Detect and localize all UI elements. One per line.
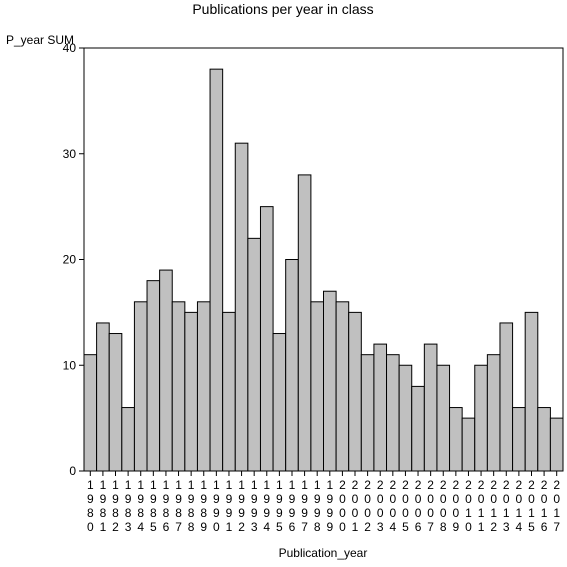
- x-axis-ticks: 1 9 8 0 1 9 8 1 1 9 8 2 1 9 8 3 1 9 8 4 1 9 8 5 1 9 8 6 1 9 8 7 1 9 8 8 1 9 8 9…: [87, 471, 560, 534]
- bar-1987: [171, 301, 186, 472]
- bar-1982: [108, 333, 123, 472]
- y-tick-label: 10: [63, 358, 77, 372]
- bar-1986: [159, 269, 173, 472]
- bar-1989: [196, 301, 211, 472]
- bar-2006: [411, 385, 425, 472]
- bar-2010: [461, 417, 476, 472]
- bar-2014: [512, 407, 526, 472]
- bar-2003: [373, 343, 388, 472]
- bar-2016: [537, 407, 551, 472]
- bar-1981: [96, 322, 110, 472]
- bar-1983: [121, 407, 135, 472]
- y-tick-label: 30: [63, 147, 77, 161]
- bar-2017: [549, 417, 564, 472]
- bar-1985: [146, 280, 161, 472]
- bar-2004: [386, 354, 400, 472]
- bar-1997: [297, 174, 312, 472]
- x-axis-label: Publication_year: [279, 546, 368, 560]
- bar-2009: [449, 407, 463, 472]
- bar-1994: [259, 206, 274, 472]
- bar-1991: [222, 311, 236, 472]
- bar-1984: [133, 301, 148, 472]
- bars-group: [83, 68, 564, 472]
- bar-1980: [83, 354, 98, 472]
- bar-1999: [323, 290, 337, 472]
- bar-2000: [335, 301, 350, 472]
- bar-2001: [348, 311, 362, 472]
- y-tick-label: 0: [69, 464, 76, 478]
- bar-1992: [234, 142, 249, 472]
- bar-2013: [499, 322, 514, 472]
- y-axis-label: P_year SUM: [6, 33, 74, 47]
- bar-1993: [247, 237, 261, 472]
- bar-1988: [184, 311, 198, 472]
- bar-2012: [486, 354, 501, 472]
- bar-1996: [285, 259, 299, 472]
- bar-2007: [423, 343, 438, 472]
- y-axis-ticks: 0 10 20 30 40: [63, 41, 84, 478]
- bar-2005: [398, 364, 413, 472]
- chart-title: Publications per year in class: [192, 1, 373, 17]
- bar-1998: [310, 301, 325, 472]
- bar-1990: [209, 68, 224, 472]
- y-tick-label: 20: [63, 253, 77, 267]
- bar-2002: [360, 354, 375, 472]
- bar-2011: [474, 364, 488, 472]
- y-tick-label: 40: [63, 41, 77, 55]
- bar-2008: [436, 364, 451, 472]
- bar-1995: [272, 333, 287, 472]
- bar-2015: [524, 311, 539, 472]
